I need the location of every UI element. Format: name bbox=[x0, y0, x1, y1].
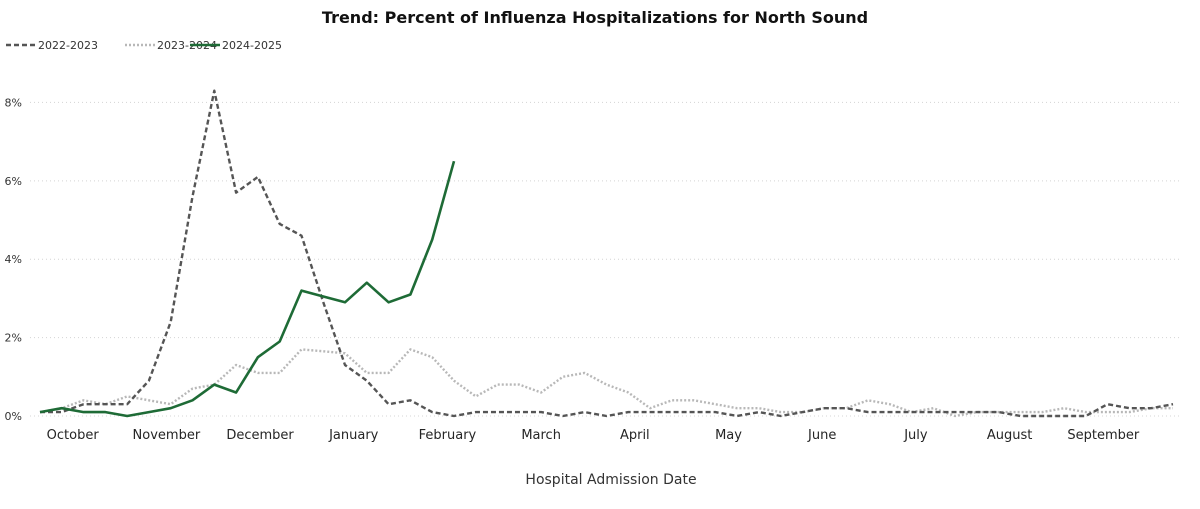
x-axis-ticks: October November December January February Ma… bbox=[47, 428, 1140, 443]
legend-item: 2022-2023 bbox=[6, 39, 98, 52]
series-line-2024-2025 bbox=[39, 160, 456, 418]
legend-item: 2024-2025 bbox=[190, 39, 282, 52]
x-tick-label: January bbox=[328, 428, 379, 443]
x-tick-label: March bbox=[521, 428, 561, 443]
x-tick-label: July bbox=[903, 428, 928, 443]
y-tick-label: 6% bbox=[5, 175, 22, 188]
legend: 2022-2023 2023-2024 2024-2025 bbox=[6, 39, 282, 52]
y-tick-label: 2% bbox=[5, 332, 22, 345]
legend-label: 2024-2025 bbox=[222, 39, 282, 52]
y-tick-label: 8% bbox=[5, 96, 22, 109]
legend-label: 2023-2024 bbox=[157, 39, 217, 52]
chart-title: Trend: Percent of Influenza Hospitalizat… bbox=[322, 8, 868, 27]
gridlines bbox=[30, 101, 1180, 417]
x-axis-label: Hospital Admission Date bbox=[525, 472, 696, 488]
x-tick-label: June bbox=[807, 428, 836, 443]
x-tick-label: October bbox=[47, 428, 100, 443]
x-tick-label: April bbox=[620, 428, 650, 443]
x-tick-label: August bbox=[987, 428, 1033, 443]
legend-label: 2022-2023 bbox=[38, 39, 98, 52]
x-tick-label: November bbox=[133, 428, 201, 443]
series-line-2023-2024 bbox=[39, 348, 1173, 418]
x-tick-label: September bbox=[1067, 428, 1140, 443]
legend-item: 2023-2024 bbox=[125, 39, 217, 52]
series-line-2022-2023 bbox=[40, 89, 1174, 418]
series-lines bbox=[39, 89, 1174, 418]
x-tick-label: February bbox=[419, 428, 477, 443]
y-tick-label: 4% bbox=[5, 253, 22, 266]
x-tick-label: May bbox=[715, 428, 742, 443]
x-tick-label: December bbox=[226, 428, 294, 443]
y-axis-ticks: 0% 2% 4% 6% 8% bbox=[5, 96, 22, 423]
y-tick-label: 0% bbox=[5, 410, 22, 423]
